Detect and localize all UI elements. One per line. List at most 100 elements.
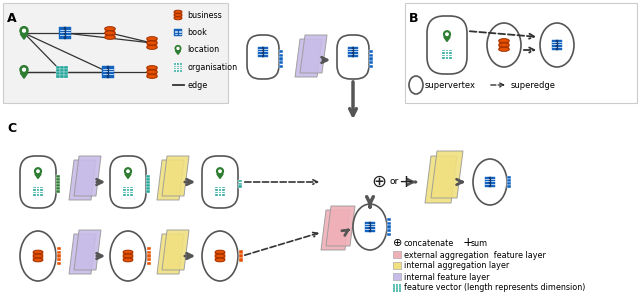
Bar <box>279 50 283 54</box>
Bar <box>3 3 228 103</box>
Bar <box>222 187 225 188</box>
Ellipse shape <box>409 76 423 94</box>
Bar <box>60 69 63 72</box>
Bar <box>147 254 151 257</box>
Ellipse shape <box>33 254 43 258</box>
Bar <box>215 189 218 191</box>
Polygon shape <box>125 174 131 178</box>
Polygon shape <box>425 156 457 203</box>
Text: business: business <box>187 11 221 19</box>
Bar <box>445 55 448 57</box>
Bar <box>146 175 150 178</box>
Bar <box>147 258 151 261</box>
Bar <box>369 54 373 57</box>
Bar <box>393 273 401 280</box>
Bar <box>64 27 66 39</box>
Bar <box>353 47 354 57</box>
Text: edge: edge <box>187 81 207 89</box>
Text: +: + <box>399 173 413 191</box>
Bar <box>174 66 176 67</box>
Text: B: B <box>409 12 419 25</box>
Bar <box>348 47 353 57</box>
Bar <box>484 177 490 187</box>
Bar <box>127 189 129 191</box>
Ellipse shape <box>105 27 115 31</box>
Bar <box>127 187 129 188</box>
Bar <box>442 57 445 59</box>
FancyBboxPatch shape <box>202 156 238 208</box>
Bar <box>279 65 283 68</box>
Bar <box>124 194 126 196</box>
Polygon shape <box>431 151 463 198</box>
Bar <box>56 181 60 184</box>
Bar <box>177 66 179 67</box>
Polygon shape <box>74 230 101 270</box>
Text: feature vector (length represents dimension): feature vector (length represents dimens… <box>404 284 586 292</box>
Bar <box>405 3 637 103</box>
Bar <box>56 72 60 74</box>
Ellipse shape <box>499 39 509 43</box>
Bar <box>56 187 60 190</box>
Bar <box>215 252 225 260</box>
Bar <box>222 194 225 196</box>
Bar <box>215 187 218 188</box>
Bar <box>393 262 401 269</box>
Bar <box>353 47 358 57</box>
Ellipse shape <box>35 168 42 174</box>
Polygon shape <box>69 234 96 274</box>
Bar <box>33 187 36 188</box>
Ellipse shape <box>473 159 507 205</box>
Bar <box>399 288 401 290</box>
Bar <box>449 57 452 59</box>
Bar <box>40 192 42 193</box>
Text: supervertex: supervertex <box>425 81 476 89</box>
Polygon shape <box>162 156 189 196</box>
Bar <box>36 192 39 193</box>
Polygon shape <box>74 156 101 196</box>
Bar <box>238 185 242 188</box>
Ellipse shape <box>20 231 56 281</box>
Ellipse shape <box>487 23 521 67</box>
Bar <box>180 63 182 65</box>
Bar <box>387 218 391 221</box>
Polygon shape <box>157 234 184 274</box>
Bar <box>445 52 448 54</box>
Bar <box>147 39 157 47</box>
Bar <box>180 70 182 72</box>
Bar <box>56 66 60 69</box>
Ellipse shape <box>147 41 157 45</box>
Ellipse shape <box>105 31 115 35</box>
Bar <box>180 66 182 67</box>
Bar <box>238 180 242 182</box>
Bar <box>279 61 283 64</box>
Ellipse shape <box>219 170 221 172</box>
Bar <box>33 252 43 260</box>
Bar <box>130 194 132 196</box>
Ellipse shape <box>20 27 28 35</box>
Bar <box>64 75 68 78</box>
Bar <box>36 194 39 196</box>
Polygon shape <box>326 206 355 246</box>
Bar <box>33 192 36 193</box>
Ellipse shape <box>215 258 225 262</box>
Text: location: location <box>187 46 219 54</box>
Ellipse shape <box>202 231 238 281</box>
Bar <box>262 47 264 57</box>
Bar <box>174 63 176 65</box>
Bar <box>57 247 61 250</box>
Bar <box>387 225 391 229</box>
Bar <box>108 67 109 78</box>
Bar <box>387 229 391 232</box>
Text: ⊕: ⊕ <box>371 173 387 191</box>
Ellipse shape <box>125 168 131 174</box>
Text: organisation: organisation <box>187 63 237 72</box>
Bar <box>57 251 61 254</box>
Text: sum: sum <box>471 239 488 247</box>
Bar <box>556 40 557 50</box>
Bar <box>36 187 39 188</box>
Ellipse shape <box>36 170 39 172</box>
Bar <box>59 27 65 39</box>
Bar <box>33 189 36 191</box>
Bar <box>130 192 132 193</box>
Polygon shape <box>20 73 28 78</box>
